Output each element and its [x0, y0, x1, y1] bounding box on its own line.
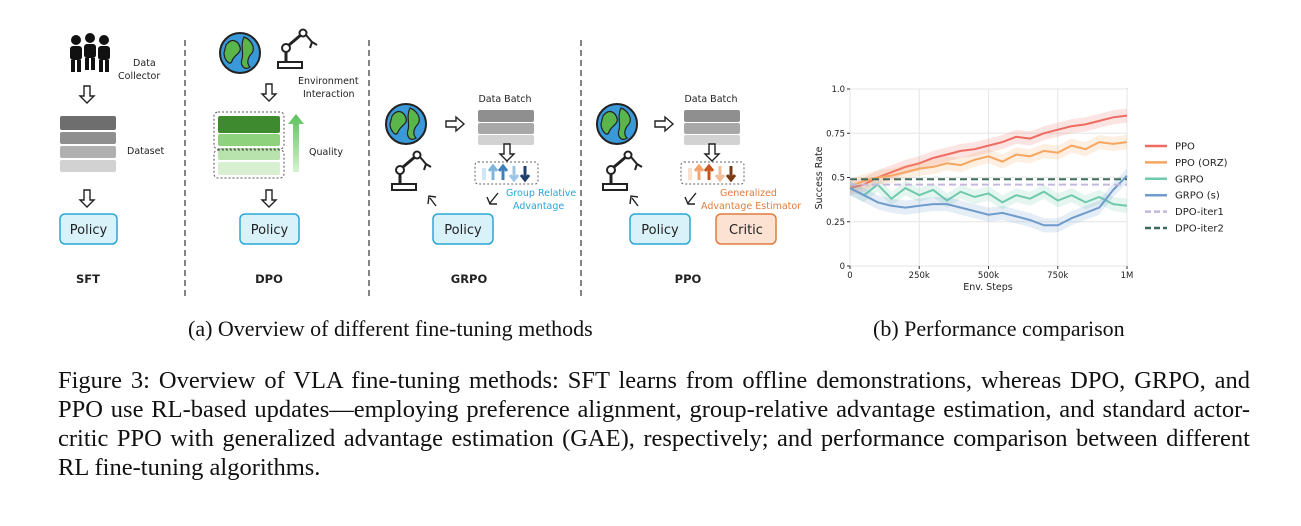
- figure-caption: Figure 3: Overview of VLA fine-tuning me…: [58, 367, 1250, 481]
- arrow-right-icon: [445, 116, 465, 132]
- dpo-title: DPO: [255, 272, 283, 286]
- dataset-icon: [60, 116, 116, 172]
- y-tick-label: 0: [840, 262, 845, 272]
- legend-label: PPO (ORZ): [1175, 158, 1228, 169]
- globe-icon: [385, 103, 427, 145]
- chart-series-group: [849, 108, 1128, 233]
- arrow-diagonal-icon: [427, 195, 437, 207]
- legend-label: GRPO (s): [1175, 191, 1220, 202]
- chart-grid: [849, 88, 1128, 267]
- ppo-panel: Data Batch Generalized Advantage Estimat…: [596, 94, 801, 286]
- critic-label: Critic: [729, 223, 763, 238]
- arrow-diagonal-icon: [486, 192, 499, 205]
- data-collector-label-line1: Data: [133, 58, 156, 69]
- y-tick-label: 0.25: [826, 218, 845, 228]
- advantage-bars-icon: [474, 161, 539, 185]
- dpo-panel: Environment Interaction Quality Policy D…: [213, 28, 359, 286]
- subfigure-caption-b: (b) Performance comparison: [873, 316, 1125, 341]
- arrow-diagonal-icon: [629, 195, 639, 207]
- robot-arm-icon: [601, 150, 644, 192]
- policy-label: Policy: [70, 223, 108, 238]
- quality-label: Quality: [309, 147, 343, 158]
- legend-label: PPO: [1175, 142, 1195, 153]
- legend-label: GRPO: [1175, 174, 1204, 185]
- performance-chart: 0 250k 500k 750k 1M 0 0.25 0.5 0.75 1.0 Env. Step…: [814, 85, 1228, 293]
- arrow-down-icon: [261, 83, 277, 102]
- legend-label: DPO-iter1: [1175, 207, 1224, 218]
- robot-arm-icon: [276, 28, 319, 70]
- sft-panel: Data Collector Dataset Policy SFT: [59, 33, 164, 286]
- grpo-panel: Data Batch Group Relative Advantage Poli…: [385, 94, 576, 286]
- policy-box: [432, 213, 494, 245]
- policy-label: Policy: [641, 223, 679, 238]
- figure-canvas: Data Collector Dataset Policy SFT Enviro…: [59, 28, 1228, 298]
- advantage-label-line1: Generalized: [720, 188, 777, 199]
- grpo-title: GRPO: [451, 272, 488, 286]
- arrow-down-icon: [79, 189, 95, 208]
- y-tick-label: 0.5: [831, 174, 845, 184]
- subfigure-caption-a: (a) Overview of different fine-tuning me…: [188, 316, 593, 341]
- series-line-ppo-orz-: [849, 141, 1128, 188]
- arrow-down-icon: [704, 143, 720, 162]
- advantage-label-line2: Advantage Estimator: [701, 201, 801, 212]
- data-batch-label: Data Batch: [684, 94, 737, 105]
- arrow-down-icon: [79, 85, 95, 104]
- x-tick-label: 250k: [909, 271, 930, 281]
- arrow-down-icon: [261, 189, 277, 208]
- policy-label: Policy: [444, 223, 482, 238]
- y-axis-label: Success Rate: [814, 146, 825, 209]
- series-line-grpo: [849, 183, 1128, 207]
- globe-icon: [219, 32, 261, 74]
- arrow-diagonal-icon: [684, 192, 697, 205]
- data-batch-icon: [478, 110, 534, 145]
- x-tick-label: 1M: [1121, 271, 1134, 281]
- policy-label: Policy: [251, 223, 289, 238]
- robot-arm-icon: [390, 150, 433, 192]
- quality-arrow-icon: [288, 114, 304, 172]
- x-tick-label: 0: [847, 271, 852, 281]
- x-tick-label: 750k: [1047, 271, 1068, 281]
- env-interaction-label-line1: Environment: [298, 76, 359, 87]
- policy-box: [239, 213, 300, 245]
- legend-label: DPO-iter2: [1175, 224, 1224, 235]
- series-band-grpo: [850, 177, 1127, 213]
- arrow-down-icon: [499, 143, 515, 162]
- x-tick-label: 500k: [978, 271, 999, 281]
- advantage-label-line1: Group Relative: [506, 188, 576, 199]
- series-line-ppo: [849, 114, 1128, 190]
- data-collector-icon: [70, 33, 110, 72]
- policy-box: [59, 213, 118, 245]
- series-line-grpo-s-: [849, 175, 1128, 227]
- series-band-grpo-s-: [850, 168, 1127, 233]
- advantage-bars-icon: [680, 161, 745, 185]
- critic-box: [715, 213, 777, 245]
- advantage-label-line2: Advantage: [513, 201, 564, 212]
- y-tick-label: 0.75: [826, 129, 845, 139]
- globe-icon: [596, 103, 638, 145]
- dataset-label: Dataset: [127, 146, 164, 157]
- data-batch-icon: [684, 110, 740, 145]
- data-collector-label-line2: Collector: [118, 71, 160, 82]
- arrow-right-icon: [654, 116, 674, 132]
- policy-box: [629, 213, 691, 245]
- x-axis-label: Env. Steps: [963, 282, 1013, 293]
- data-batch-label: Data Batch: [478, 94, 531, 105]
- ppo-title: PPO: [675, 272, 702, 286]
- env-interaction-label-line2: Interaction: [303, 89, 355, 100]
- chart-legend: PPO PPO (ORZ) GRPO GRPO (s) DPO-iter1 DPO-ite…: [1145, 142, 1228, 235]
- sft-title: SFT: [76, 272, 100, 286]
- preference-dataset-icon: [213, 111, 285, 179]
- series-band-ppo-orz-: [850, 135, 1127, 194]
- chart-ticks: 0 250k 500k 750k 1M 0 0.25 0.5 0.75 1.0: [826, 85, 1133, 281]
- y-tick-label: 1.0: [831, 85, 845, 95]
